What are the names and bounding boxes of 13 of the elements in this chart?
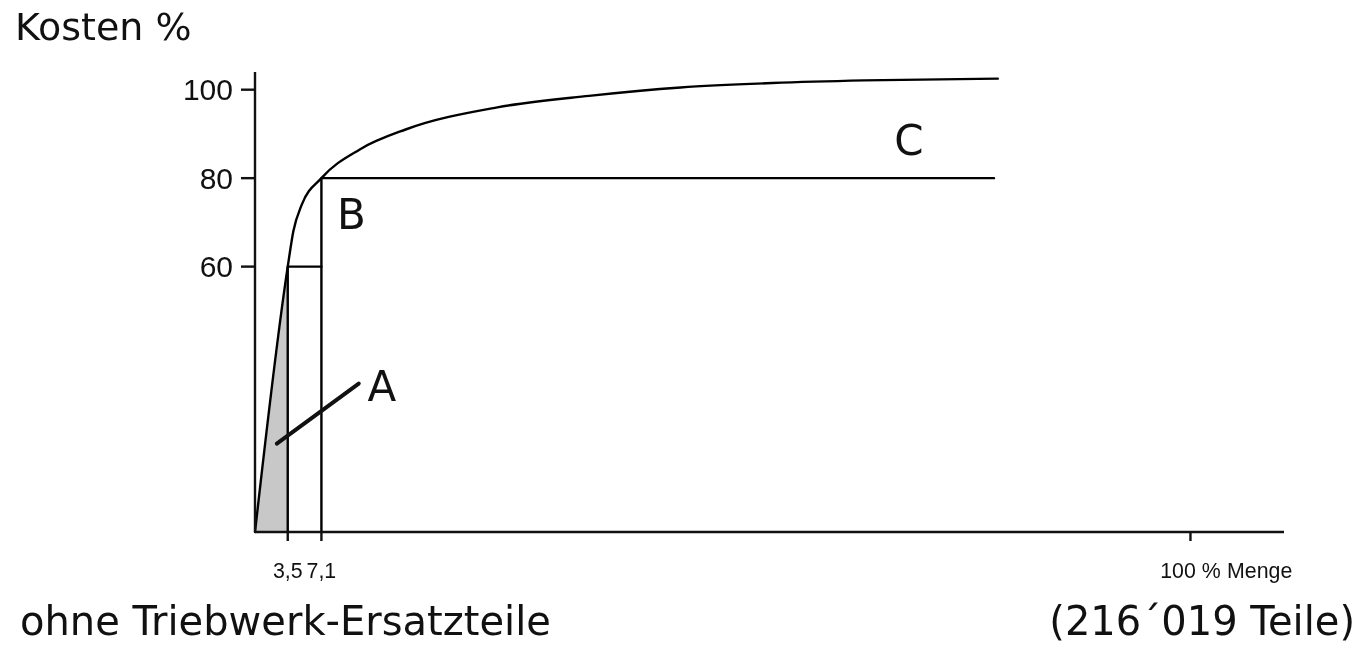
x-tick-label: 100 % <box>1160 559 1221 583</box>
x-tick-label: 3,5 <box>272 559 303 583</box>
text: (216´019 Teile) <box>1049 598 1355 644</box>
annotation: A <box>367 361 397 411</box>
x-tick-label: 7,1 <box>306 559 337 583</box>
annotation: C <box>894 116 924 166</box>
y-tick-label: 80 <box>199 161 233 195</box>
text: ohne Triebwerk-Ersatzteile <box>20 598 551 644</box>
x-axis-title: Menge <box>1227 559 1293 583</box>
y-axis-title: Kosten % <box>15 5 192 49</box>
annotation: B <box>337 190 366 240</box>
y-tick-label: 100 <box>182 73 233 107</box>
y-tick-label: 60 <box>199 250 233 284</box>
